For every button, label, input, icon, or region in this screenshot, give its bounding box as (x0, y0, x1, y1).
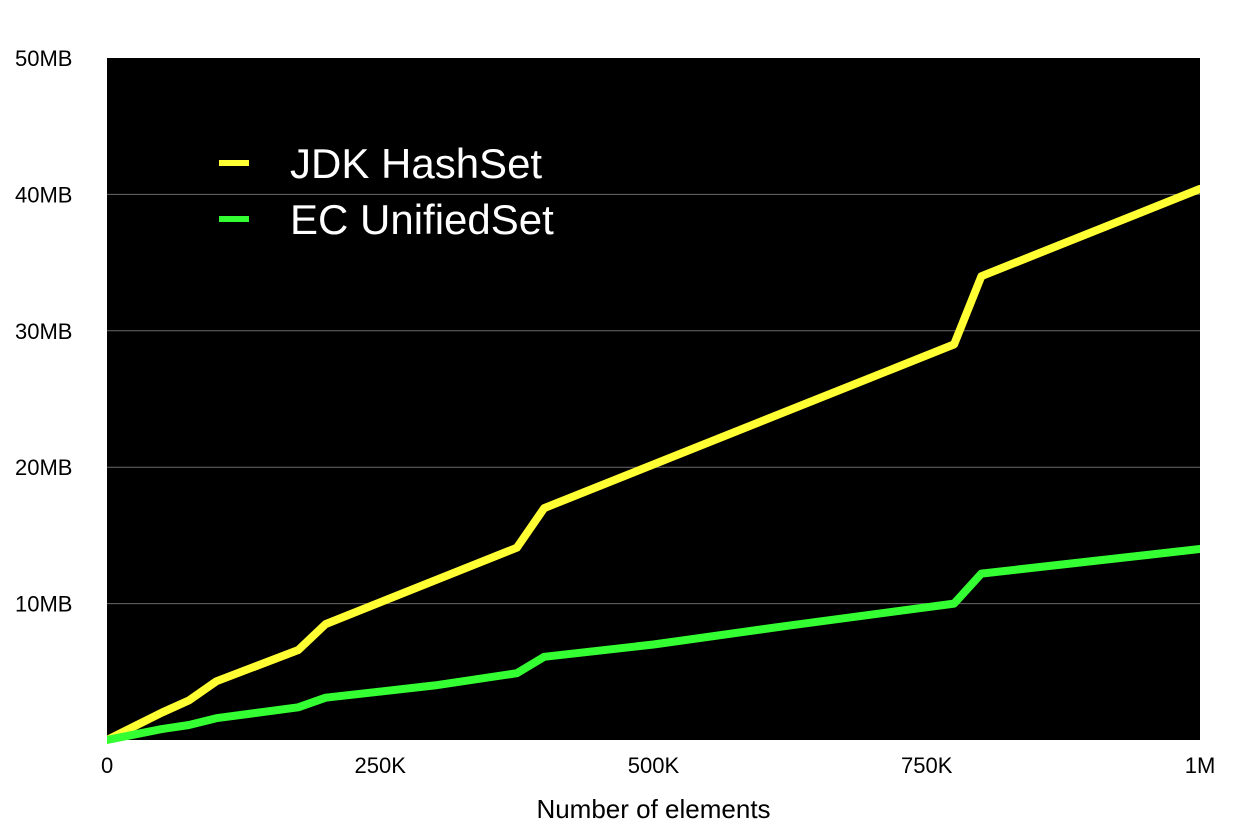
legend-label: JDK HashSet (290, 140, 542, 187)
series-line-ec-unifiedset (107, 545, 1200, 744)
x-axis-label: Number of elements (536, 794, 770, 824)
y-tick-label: 50MB (15, 46, 72, 71)
y-axis: 10MB 20MB 30MB 40MB 50MB (15, 46, 72, 617)
x-tick-label: 0 (101, 753, 113, 778)
legend-label: EC UnifiedSet (290, 196, 554, 243)
series-line-jdk-hashset (107, 184, 1200, 744)
y-tick-label: 20MB (15, 455, 72, 480)
y-tick-label: 40MB (15, 182, 72, 207)
x-tick-label: 250K (355, 753, 407, 778)
grid-lines (107, 193, 1200, 605)
x-tick-label: 750K (901, 753, 953, 778)
series-layer (107, 184, 1200, 744)
y-tick-label: 30MB (15, 319, 72, 344)
legend: JDK HashSet EC UnifiedSet (219, 140, 554, 243)
x-tick-label: 500K (628, 753, 680, 778)
x-axis: 0 250K 500K 750K 1M (101, 753, 1215, 778)
y-tick-label: 10MB (15, 592, 72, 617)
x-tick-label: 1M (1185, 753, 1216, 778)
plot-area (107, 58, 1200, 740)
